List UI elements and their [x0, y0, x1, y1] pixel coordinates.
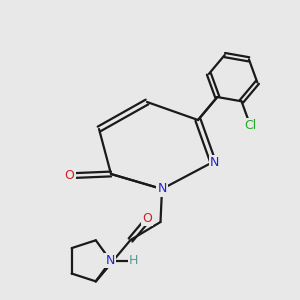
Text: N: N	[210, 155, 219, 169]
Text: O: O	[142, 212, 152, 225]
Text: N: N	[106, 254, 115, 267]
Text: H: H	[129, 254, 138, 267]
Text: O: O	[65, 169, 74, 182]
Text: N: N	[157, 182, 167, 196]
Text: Cl: Cl	[244, 119, 257, 132]
